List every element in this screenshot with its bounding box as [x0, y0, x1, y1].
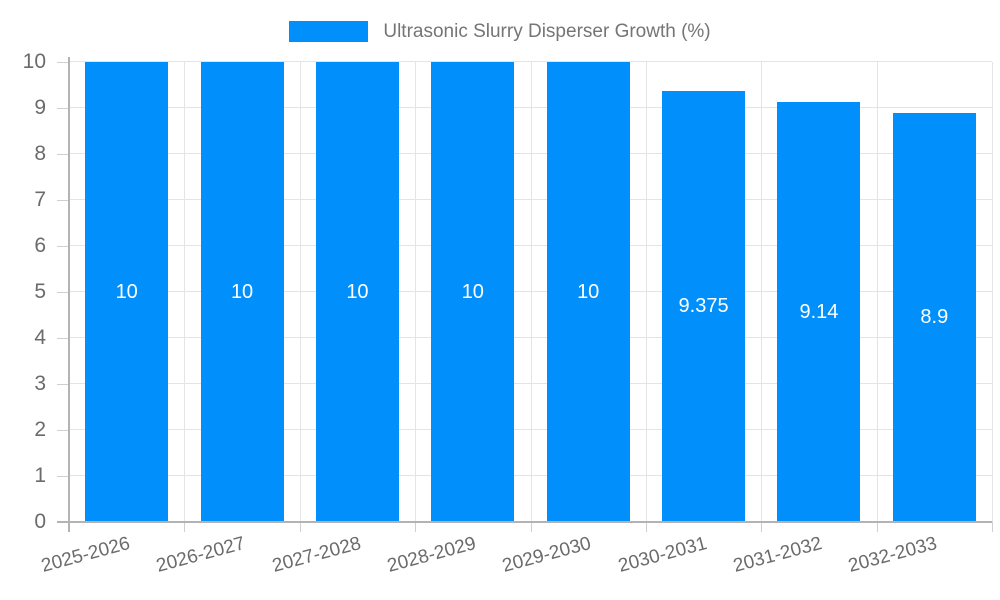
- y-axis-line: [68, 57, 70, 532]
- x-axis-tick-label: 2027-2028: [269, 533, 363, 577]
- y-axis-tick: [57, 338, 69, 339]
- bar-value-label: 10: [577, 281, 600, 303]
- gridline-vertical: [530, 62, 532, 522]
- bar[interactable]: [892, 112, 976, 522]
- x-axis-tick-label: 2032-2033: [846, 533, 940, 577]
- x-axis-tick: [415, 522, 417, 532]
- y-axis-tick: [57, 62, 69, 63]
- x-axis-tick: [992, 522, 993, 532]
- gridline-vertical: [645, 62, 647, 522]
- y-axis-tick: [57, 154, 69, 155]
- y-axis-tick-label: 10: [22, 50, 46, 73]
- bar-value-label: 10: [230, 281, 254, 303]
- bar[interactable]: [546, 62, 630, 522]
- y-axis-tick-label: 3: [34, 372, 46, 395]
- y-axis-tick-label: 1: [34, 464, 46, 487]
- bar-value-label: 10: [115, 281, 138, 303]
- bar-value-label: 9.375: [678, 295, 729, 318]
- y-axis-tick: [57, 476, 69, 477]
- x-axis-tick: [184, 522, 186, 532]
- y-axis-tick: [57, 292, 69, 293]
- y-axis-tick: [57, 384, 69, 385]
- x-axis-tick: [761, 522, 763, 532]
- y-axis-tick: [57, 108, 69, 109]
- x-axis-tick-label: 2031-2032: [731, 533, 825, 577]
- legend-label: Ultrasonic Slurry Disperser Growth (%): [383, 21, 711, 42]
- bar[interactable]: [431, 62, 515, 522]
- bar[interactable]: [200, 62, 284, 522]
- legend-swatch: [289, 21, 369, 42]
- y-axis-tick-label: 6: [34, 234, 46, 257]
- x-axis-tick-label: 2026-2027: [154, 533, 248, 577]
- x-axis-tick: [530, 522, 532, 532]
- x-axis-line: [57, 521, 992, 523]
- x-axis-tick: [876, 522, 878, 532]
- gridline-horizontal: [69, 61, 992, 62]
- x-axis-tick-label: 2029-2030: [500, 533, 594, 577]
- bar-value-label: 8.9: [920, 306, 949, 329]
- legend[interactable]: Ultrasonic Slurry Disperser Growth (%): [0, 21, 1000, 42]
- y-axis-tick-label: 4: [34, 326, 46, 349]
- gridline-vertical: [876, 62, 878, 522]
- x-axis-tick: [299, 522, 301, 532]
- gridline-vertical: [415, 62, 417, 522]
- bar[interactable]: [662, 90, 746, 522]
- bar[interactable]: [85, 62, 169, 522]
- x-axis-tick-label: 2025-2026: [38, 533, 133, 577]
- y-axis-tick-label: 2: [34, 418, 46, 441]
- x-axis-tick: [645, 522, 647, 532]
- y-axis-tick-label: 7: [34, 188, 46, 211]
- y-axis-tick: [57, 246, 69, 247]
- gridline-vertical: [761, 62, 763, 522]
- gridline-vertical: [184, 62, 186, 522]
- bar-value-label: 10: [346, 281, 369, 303]
- y-axis-tick-label: 0: [34, 510, 46, 533]
- y-axis-tick-label: 9: [34, 96, 46, 119]
- gridline-vertical: [299, 62, 301, 522]
- y-axis-tick-label: 5: [34, 280, 46, 303]
- gridline-vertical: [992, 62, 993, 522]
- y-axis-tick: [57, 430, 69, 431]
- x-axis-tick-label: 2028-2029: [385, 533, 479, 577]
- bar[interactable]: [777, 101, 861, 522]
- y-axis-tick: [57, 200, 69, 201]
- bar-value-label: 9.14: [799, 300, 839, 323]
- x-axis-tick-label: 2030-2031: [615, 533, 709, 577]
- bar-value-label: 10: [461, 281, 484, 303]
- y-axis-tick-label: 8: [34, 142, 46, 165]
- bar[interactable]: [315, 62, 399, 522]
